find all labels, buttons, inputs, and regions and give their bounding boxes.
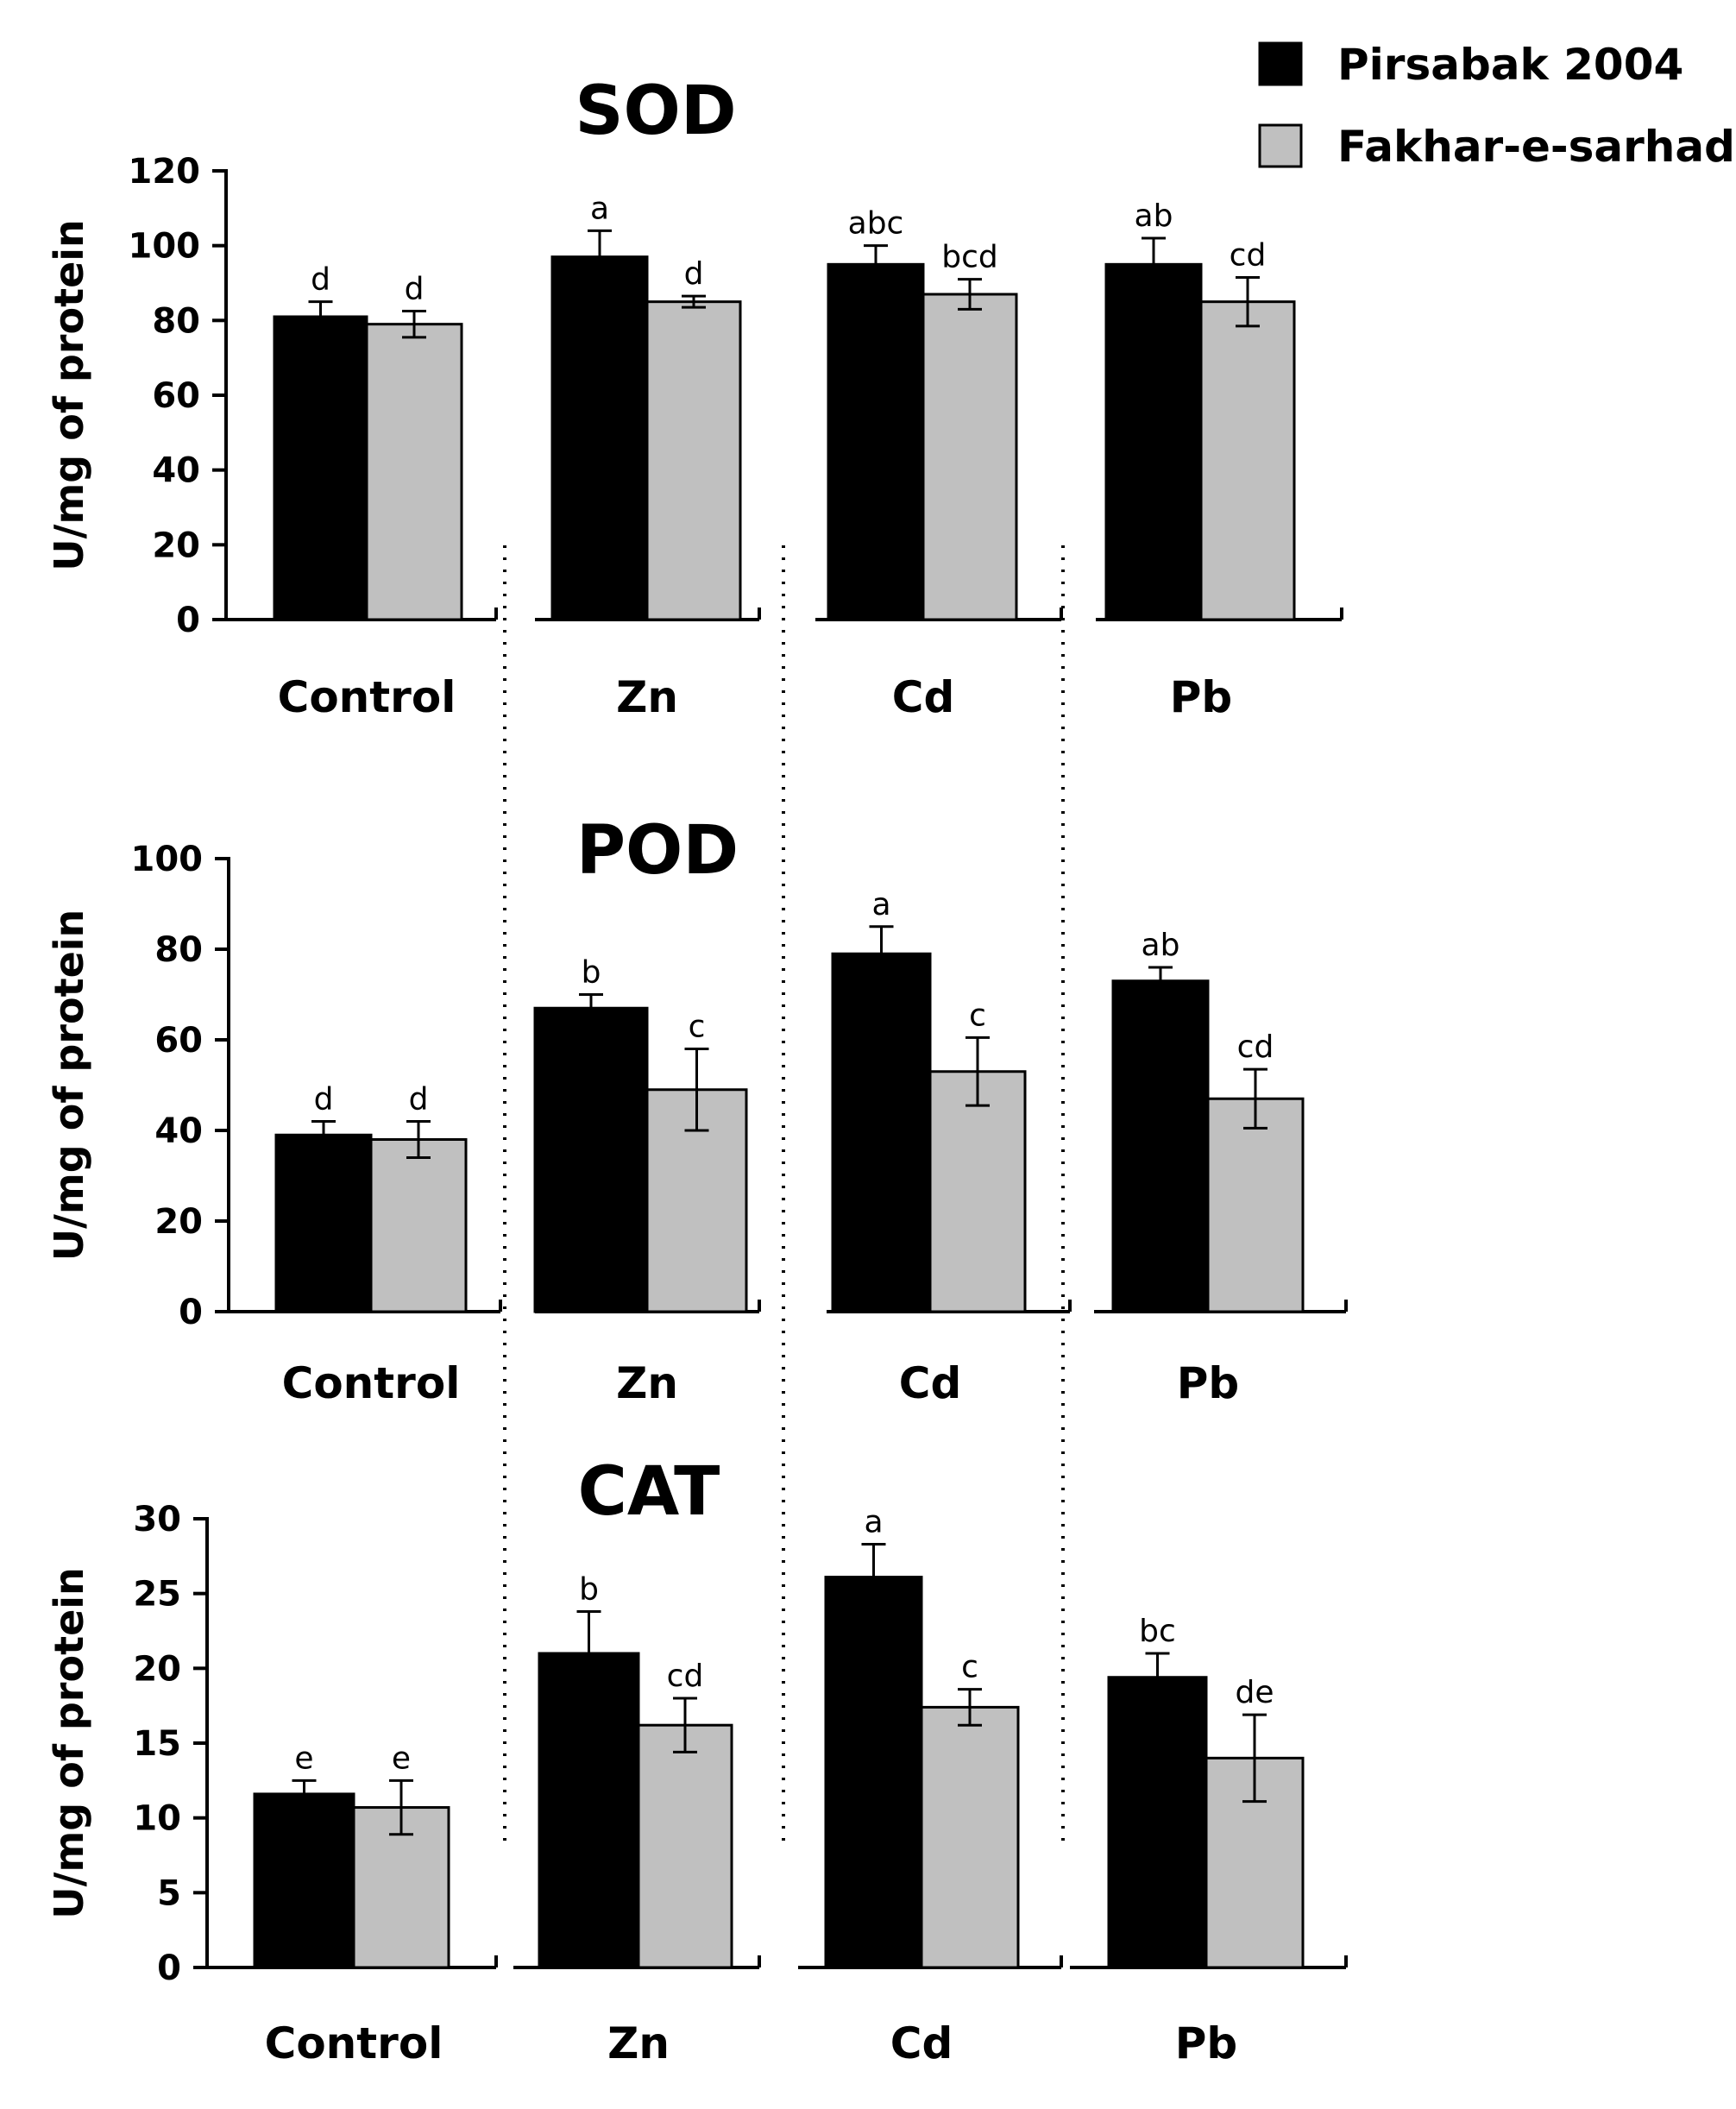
y-tick-label: 20 — [154, 1202, 203, 1242]
category-label: Zn — [616, 672, 678, 722]
bar-fakhar — [921, 293, 1018, 621]
y-tick-label: 60 — [152, 376, 200, 416]
bar-pirsabak — [533, 1006, 649, 1313]
y-tick-label: 20 — [133, 1649, 181, 1689]
significance-letter: e — [294, 1741, 313, 1776]
bar-fakhar — [920, 1705, 1020, 1969]
bar-pirsabak — [274, 1133, 373, 1313]
bar-fakhar — [928, 1070, 1027, 1313]
y-tick-label: 0 — [179, 1293, 203, 1332]
pod-chart: POD U/mg of protein 0 20 40 60 80 100 d d Control b… — [46, 812, 1348, 1408]
legend: Pirsabak 2004 Fakhar-e-sarhad — [1258, 40, 1735, 172]
significance-letter: ab — [1142, 928, 1180, 963]
significance-letter: cd — [1237, 1029, 1274, 1065]
y-tick-label: 20 — [152, 526, 200, 565]
y-tick-label: 100 — [129, 227, 201, 267]
y-tick-label: 0 — [176, 601, 200, 640]
y-tick-label: 40 — [154, 1111, 203, 1151]
legend-swatch-pirsabak — [1258, 41, 1303, 86]
significance-letter: d — [311, 262, 330, 298]
y-tick-label: 10 — [133, 1799, 181, 1839]
y-tick-label: 30 — [133, 1500, 181, 1539]
significance-letter: b — [582, 955, 601, 991]
bar-fakhar — [369, 1138, 468, 1313]
significance-letter: cd — [667, 1659, 704, 1694]
category-label: Cd — [890, 2018, 953, 2068]
bar-fakhar — [1206, 1097, 1305, 1313]
bar-fakhar — [1199, 300, 1296, 621]
category-label: Pb — [1177, 1358, 1239, 1408]
y-tick-label: 80 — [154, 930, 203, 970]
category-label: Control — [265, 2018, 443, 2068]
y-tick-label: 60 — [154, 1021, 203, 1061]
significance-letter: bc — [1139, 1614, 1176, 1649]
bar-pirsabak — [824, 1576, 923, 1969]
y-axis-label: U/mg of protein — [46, 1567, 92, 1919]
legend-label-pirsabak: Pirsabak 2004 — [1337, 40, 1683, 90]
y-tick-label: 100 — [131, 840, 204, 879]
legend-label-fakhar: Fakhar-e-sarhad — [1337, 122, 1735, 172]
significance-letter: c — [689, 1010, 706, 1045]
category-label: Pb — [1175, 2018, 1237, 2068]
significance-letter: abc — [848, 206, 904, 242]
category-label: Cd — [892, 672, 955, 722]
bar-fakhar — [365, 323, 463, 621]
category-label: Pb — [1170, 672, 1232, 722]
bar-pirsabak — [273, 315, 368, 621]
significance-letter: b — [579, 1571, 599, 1607]
cat-chart: CAT U/mg of protein 0 5 10 15 20 25 30 e e Control b… — [46, 1453, 1348, 2068]
y-axis-label: U/mg of protein — [46, 910, 92, 1262]
significance-letter: de — [1236, 1675, 1274, 1710]
bar-fakhar — [645, 300, 742, 621]
bar-pirsabak — [1107, 1676, 1208, 1969]
significance-letter: d — [409, 1082, 429, 1117]
significance-letter: bcd — [941, 240, 998, 275]
significance-letter: ab — [1135, 198, 1173, 234]
y-tick-label: 80 — [152, 301, 200, 341]
significance-letter: a — [590, 191, 609, 226]
significance-letter: c — [969, 998, 986, 1033]
bar-pirsabak — [1104, 262, 1203, 621]
category-label: Zn — [607, 2018, 670, 2068]
y-tick-label: 40 — [152, 451, 200, 491]
significance-letter: d — [405, 272, 425, 307]
bar-pirsabak — [1111, 979, 1210, 1313]
bar-pirsabak — [550, 255, 649, 621]
bar-pirsabak — [538, 1652, 640, 1969]
chart-title: SOD — [575, 72, 736, 150]
significance-letter: e — [392, 1741, 411, 1776]
significance-letter: cd — [1230, 238, 1267, 274]
sod-chart: SOD U/mg of protein 0 20 40 60 80 100 120 d d Contr… — [46, 72, 1343, 722]
significance-letter: d — [684, 256, 704, 292]
significance-letter: c — [961, 1650, 978, 1685]
legend-swatch-fakhar — [1258, 123, 1303, 168]
bar-fakhar — [637, 1723, 733, 1969]
y-tick-label: 0 — [157, 1948, 181, 1988]
bar-pirsabak — [253, 1792, 355, 1969]
significance-letter: d — [314, 1082, 334, 1117]
significance-letter: a — [871, 887, 890, 922]
bar-pirsabak — [827, 262, 925, 621]
bar-pirsabak — [831, 952, 932, 1313]
y-tick-label: 5 — [157, 1873, 181, 1913]
y-tick-label: 120 — [129, 152, 201, 192]
category-label: Cd — [899, 1358, 962, 1408]
category-label: Zn — [616, 1358, 678, 1408]
significance-letter: a — [864, 1504, 883, 1539]
y-tick-label: 15 — [133, 1724, 181, 1764]
y-axis-label: U/mg of protein — [46, 219, 92, 571]
chart-title: CAT — [578, 1453, 720, 1531]
y-tick-label: 25 — [133, 1575, 181, 1615]
category-label: Control — [282, 1358, 461, 1408]
chart-title: POD — [576, 812, 739, 890]
category-label: Control — [278, 672, 456, 722]
